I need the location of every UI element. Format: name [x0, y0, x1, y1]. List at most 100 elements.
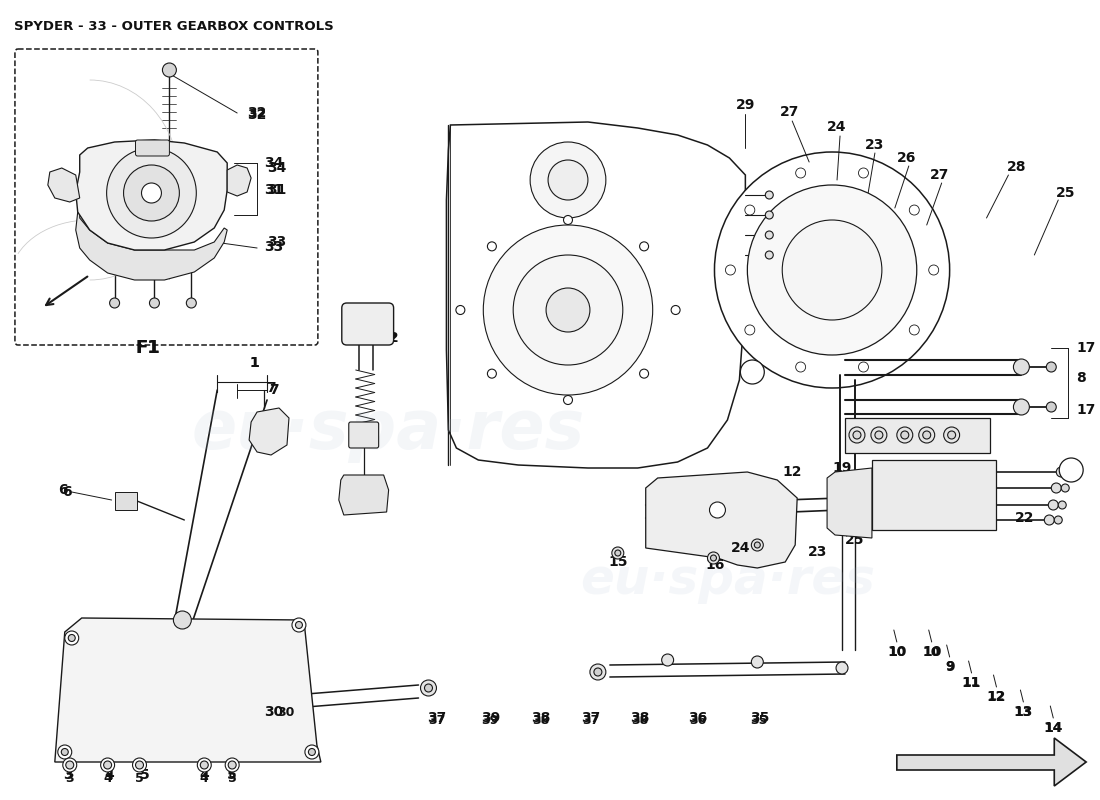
Text: 36: 36 — [689, 714, 706, 726]
Text: eu·spa·res: eu·spa·res — [580, 556, 874, 604]
Circle shape — [563, 395, 572, 405]
Polygon shape — [76, 210, 228, 280]
Circle shape — [755, 542, 760, 548]
Text: 23: 23 — [866, 138, 884, 152]
Circle shape — [66, 761, 74, 769]
Text: 25: 25 — [1056, 186, 1076, 200]
Polygon shape — [827, 468, 872, 538]
Text: 5: 5 — [140, 768, 150, 782]
Circle shape — [1013, 359, 1030, 375]
Text: 20: 20 — [935, 478, 954, 492]
Text: 1: 1 — [250, 356, 258, 370]
Circle shape — [901, 431, 909, 439]
Circle shape — [766, 191, 773, 199]
Circle shape — [228, 761, 236, 769]
Text: 12: 12 — [988, 690, 1005, 703]
Circle shape — [944, 427, 959, 443]
Circle shape — [1059, 458, 1084, 482]
Polygon shape — [646, 472, 798, 568]
Text: 29: 29 — [736, 98, 755, 112]
Text: A: A — [748, 367, 756, 377]
Circle shape — [292, 618, 306, 632]
Circle shape — [123, 165, 179, 221]
Text: 22: 22 — [1014, 511, 1034, 525]
Text: 10: 10 — [922, 645, 942, 659]
Polygon shape — [76, 140, 228, 250]
Circle shape — [849, 427, 865, 443]
Text: 16: 16 — [706, 558, 725, 572]
Circle shape — [563, 215, 572, 225]
Circle shape — [671, 306, 680, 314]
Text: 30: 30 — [277, 706, 295, 718]
Text: 11: 11 — [961, 676, 981, 690]
Circle shape — [296, 622, 303, 629]
Text: 23: 23 — [807, 545, 827, 559]
Circle shape — [715, 152, 949, 388]
Circle shape — [132, 758, 146, 772]
Text: 4: 4 — [200, 771, 209, 785]
Circle shape — [747, 185, 916, 355]
Bar — [872, 460, 997, 530]
Text: 31: 31 — [264, 183, 284, 197]
Circle shape — [590, 664, 606, 680]
Bar — [845, 418, 990, 453]
Circle shape — [745, 325, 755, 335]
Circle shape — [896, 427, 913, 443]
Circle shape — [858, 168, 868, 178]
Circle shape — [63, 758, 77, 772]
Text: 19: 19 — [833, 461, 851, 475]
Circle shape — [928, 265, 938, 275]
Circle shape — [150, 298, 160, 308]
Text: 2: 2 — [388, 331, 398, 345]
Polygon shape — [228, 165, 251, 196]
Text: 4: 4 — [199, 768, 209, 782]
Polygon shape — [47, 168, 79, 202]
Circle shape — [186, 298, 196, 308]
Text: 32: 32 — [248, 108, 266, 122]
Text: 5: 5 — [228, 771, 236, 785]
Circle shape — [1056, 467, 1066, 477]
Circle shape — [1048, 500, 1058, 510]
Circle shape — [305, 745, 319, 759]
Text: 35: 35 — [750, 714, 768, 726]
Text: 17: 17 — [1076, 341, 1096, 355]
Circle shape — [725, 265, 736, 275]
Circle shape — [62, 749, 68, 755]
Text: 14: 14 — [1045, 722, 1062, 734]
Text: A: A — [1067, 465, 1075, 475]
Polygon shape — [896, 738, 1086, 786]
Circle shape — [425, 684, 432, 692]
Circle shape — [163, 63, 176, 77]
Text: 3: 3 — [63, 768, 73, 782]
Text: 32: 32 — [248, 106, 266, 120]
Circle shape — [487, 242, 496, 251]
Text: 19: 19 — [915, 478, 934, 492]
Text: 38: 38 — [532, 714, 550, 726]
Polygon shape — [55, 618, 321, 762]
Circle shape — [615, 550, 620, 556]
Circle shape — [546, 288, 590, 332]
Polygon shape — [447, 122, 746, 468]
Text: 38: 38 — [630, 711, 649, 725]
Circle shape — [711, 555, 716, 561]
Circle shape — [68, 634, 75, 642]
Circle shape — [766, 251, 773, 259]
Circle shape — [1013, 399, 1030, 415]
Circle shape — [612, 547, 624, 559]
Circle shape — [910, 205, 920, 215]
Circle shape — [874, 431, 883, 439]
Circle shape — [782, 220, 882, 320]
Text: 7: 7 — [270, 383, 278, 397]
Text: 24: 24 — [827, 120, 847, 134]
Text: 8: 8 — [1076, 371, 1086, 385]
Circle shape — [107, 148, 196, 238]
Circle shape — [455, 306, 465, 314]
Circle shape — [836, 662, 848, 674]
Text: 17: 17 — [1076, 403, 1096, 417]
Circle shape — [745, 205, 755, 215]
Circle shape — [639, 242, 649, 251]
Text: 1: 1 — [250, 356, 258, 370]
Text: 5: 5 — [228, 768, 238, 782]
Text: 33: 33 — [267, 235, 286, 249]
Polygon shape — [339, 475, 388, 515]
